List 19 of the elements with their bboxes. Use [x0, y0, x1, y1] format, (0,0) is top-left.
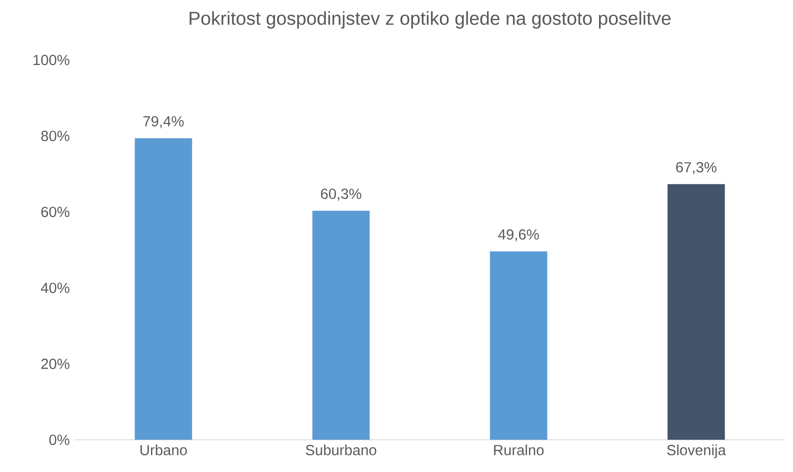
x-tick-label: Suburbano	[306, 444, 376, 456]
x-tick-label: Ruralno	[494, 444, 544, 456]
data-label: 67,3%	[676, 162, 716, 174]
bar	[490, 252, 548, 440]
y-tick-label: 40%	[40, 282, 70, 294]
y-tick-label: 20%	[41, 358, 70, 370]
chart-title: Pokritost gospodinjstev z optiko glede na gostoto poselitve	[190, 11, 671, 29]
x-tick-label: Slovenija	[667, 444, 726, 458]
y-tick-label: 80%	[41, 130, 70, 142]
bar	[312, 210, 370, 440]
data-label: 79,4%	[143, 116, 184, 128]
y-tick-label: 60%	[41, 206, 70, 218]
bar	[134, 138, 192, 440]
y-tick-label: 100%	[34, 54, 70, 66]
bar	[668, 184, 725, 440]
data-label: 60,3%	[320, 188, 362, 201]
data-label: 49,6%	[498, 229, 539, 242]
x-tick-label: Urbano	[140, 444, 187, 456]
y-tick-label: 0%	[49, 434, 70, 446]
